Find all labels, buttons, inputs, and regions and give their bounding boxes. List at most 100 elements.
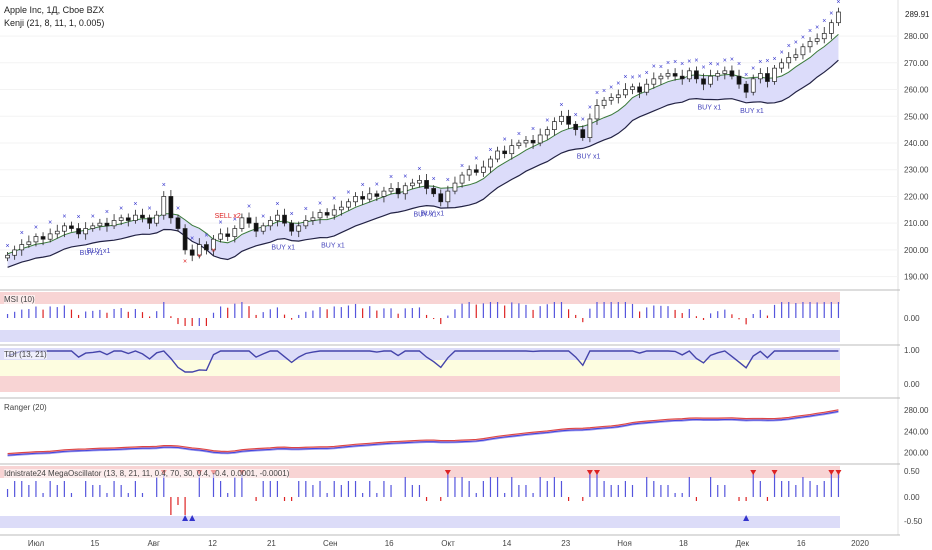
buy-x-marker: ×	[361, 182, 365, 189]
mega-down-triangle	[444, 470, 451, 475]
candle-body	[729, 70, 735, 77]
x-axis-label: 23	[561, 539, 570, 548]
buy-x-marker: ×	[389, 174, 393, 181]
buy-x-marker: ×	[346, 190, 350, 197]
candle-body	[630, 86, 635, 90]
candle-body	[502, 150, 508, 155]
candle-body	[133, 214, 138, 221]
buy-x-marker: ×	[474, 155, 478, 162]
last-price-tag: 289.91	[905, 10, 930, 19]
buy-x-marker: ×	[630, 75, 634, 82]
candle-body	[722, 70, 728, 74]
candle-body	[353, 196, 358, 203]
signal-label: BUY x1	[80, 250, 104, 257]
buy-x-marker: ×	[836, 0, 840, 6]
candle-body	[19, 244, 25, 251]
buy-x-marker: ×	[290, 211, 294, 218]
x-axis-label: Окт	[441, 539, 455, 548]
tdi-tick-label: 1.00	[904, 346, 920, 355]
candle-body	[431, 188, 437, 195]
buy-x-marker: ×	[652, 63, 656, 70]
buy-x-marker: ×	[794, 39, 798, 46]
candle-body	[182, 228, 188, 251]
candle-body	[530, 139, 536, 144]
buy-x-marker: ×	[119, 206, 123, 213]
x-axis-label: 18	[679, 539, 688, 548]
candle-body	[466, 169, 472, 176]
buy-x-marker: ×	[772, 56, 776, 63]
candle-body	[26, 241, 32, 245]
buy-x-marker: ×	[432, 176, 436, 183]
sell-x-marker: ×	[211, 248, 215, 255]
buy-x-marker: ×	[34, 224, 38, 231]
candle-body	[516, 142, 522, 147]
buy-x-marker: ×	[247, 203, 251, 210]
buy-x-marker: ×	[701, 64, 705, 71]
symbol-title: Apple Inc, 1Д, Cboe BZX	[4, 5, 105, 15]
x-axis-label: 14	[502, 539, 511, 548]
mega-down-triangle	[586, 470, 593, 475]
buy-x-marker: ×	[531, 126, 535, 133]
candle-body	[154, 214, 160, 224]
candle-body	[388, 188, 394, 192]
candle-body	[665, 73, 671, 77]
candle-body	[260, 225, 266, 232]
signal-label: BUY x1	[271, 244, 295, 251]
candle-body	[481, 166, 486, 173]
candle-body	[637, 86, 642, 93]
buy-x-marker: ×	[446, 177, 450, 184]
candle-body	[331, 209, 337, 216]
price-tick-label: 230.00	[904, 166, 929, 175]
buy-x-marker: ×	[623, 74, 627, 81]
candle-body	[495, 150, 500, 160]
candle-body	[33, 236, 39, 243]
kenji-indicator-label: Kenji (21, 8, 11, 1, 0.005)	[4, 18, 105, 28]
candle-body	[282, 214, 287, 224]
candle-body	[140, 214, 145, 219]
candle-body	[701, 78, 706, 85]
price-tick-label: 210.00	[904, 219, 929, 228]
x-axis-label: 15	[90, 539, 99, 548]
buy-x-marker: ×	[559, 102, 563, 109]
tdi-pane-label: TDI (13, 21)	[4, 350, 47, 359]
buy-x-marker: ×	[77, 214, 81, 221]
buy-x-marker: ×	[737, 61, 741, 68]
buy-x-marker: ×	[574, 112, 578, 119]
buy-x-marker: ×	[581, 116, 585, 123]
candle-body	[765, 73, 770, 82]
ranger-line	[7, 411, 839, 457]
buy-x-marker: ×	[6, 243, 10, 250]
buy-x-marker: ×	[190, 236, 194, 243]
buy-x-marker: ×	[723, 58, 727, 65]
x-axis-label: 16	[797, 539, 806, 548]
mega-down-triangle	[593, 470, 600, 475]
candle-body	[289, 222, 294, 232]
candle-body	[225, 233, 231, 237]
price-tick-label: 200.00	[904, 246, 929, 255]
buy-x-marker: ×	[645, 70, 649, 77]
candle-body	[587, 118, 593, 138]
buy-x-marker: ×	[716, 61, 720, 68]
candle-body	[552, 121, 557, 130]
candle-body	[40, 236, 46, 240]
kenji-lower-line	[7, 59, 839, 268]
candle-body	[47, 233, 53, 240]
buy-x-marker: ×	[375, 182, 379, 189]
candle-body	[239, 217, 245, 229]
signal-label: BUY x1	[421, 211, 445, 218]
candle-body	[452, 182, 458, 192]
candle-body	[509, 145, 515, 155]
candle-body	[360, 196, 365, 200]
candle-body	[189, 249, 195, 256]
buy-x-marker: ×	[829, 11, 833, 18]
ranger-line	[7, 410, 839, 456]
candle-body	[459, 174, 465, 184]
buy-x-marker: ×	[233, 216, 237, 223]
candle-body	[736, 75, 742, 85]
candle-body	[814, 38, 820, 42]
signal-label: BUY x1	[698, 104, 722, 111]
mega-down-triangle	[771, 470, 778, 475]
tdi-tick-label: 0.00	[904, 380, 920, 389]
candle-body	[779, 62, 784, 69]
